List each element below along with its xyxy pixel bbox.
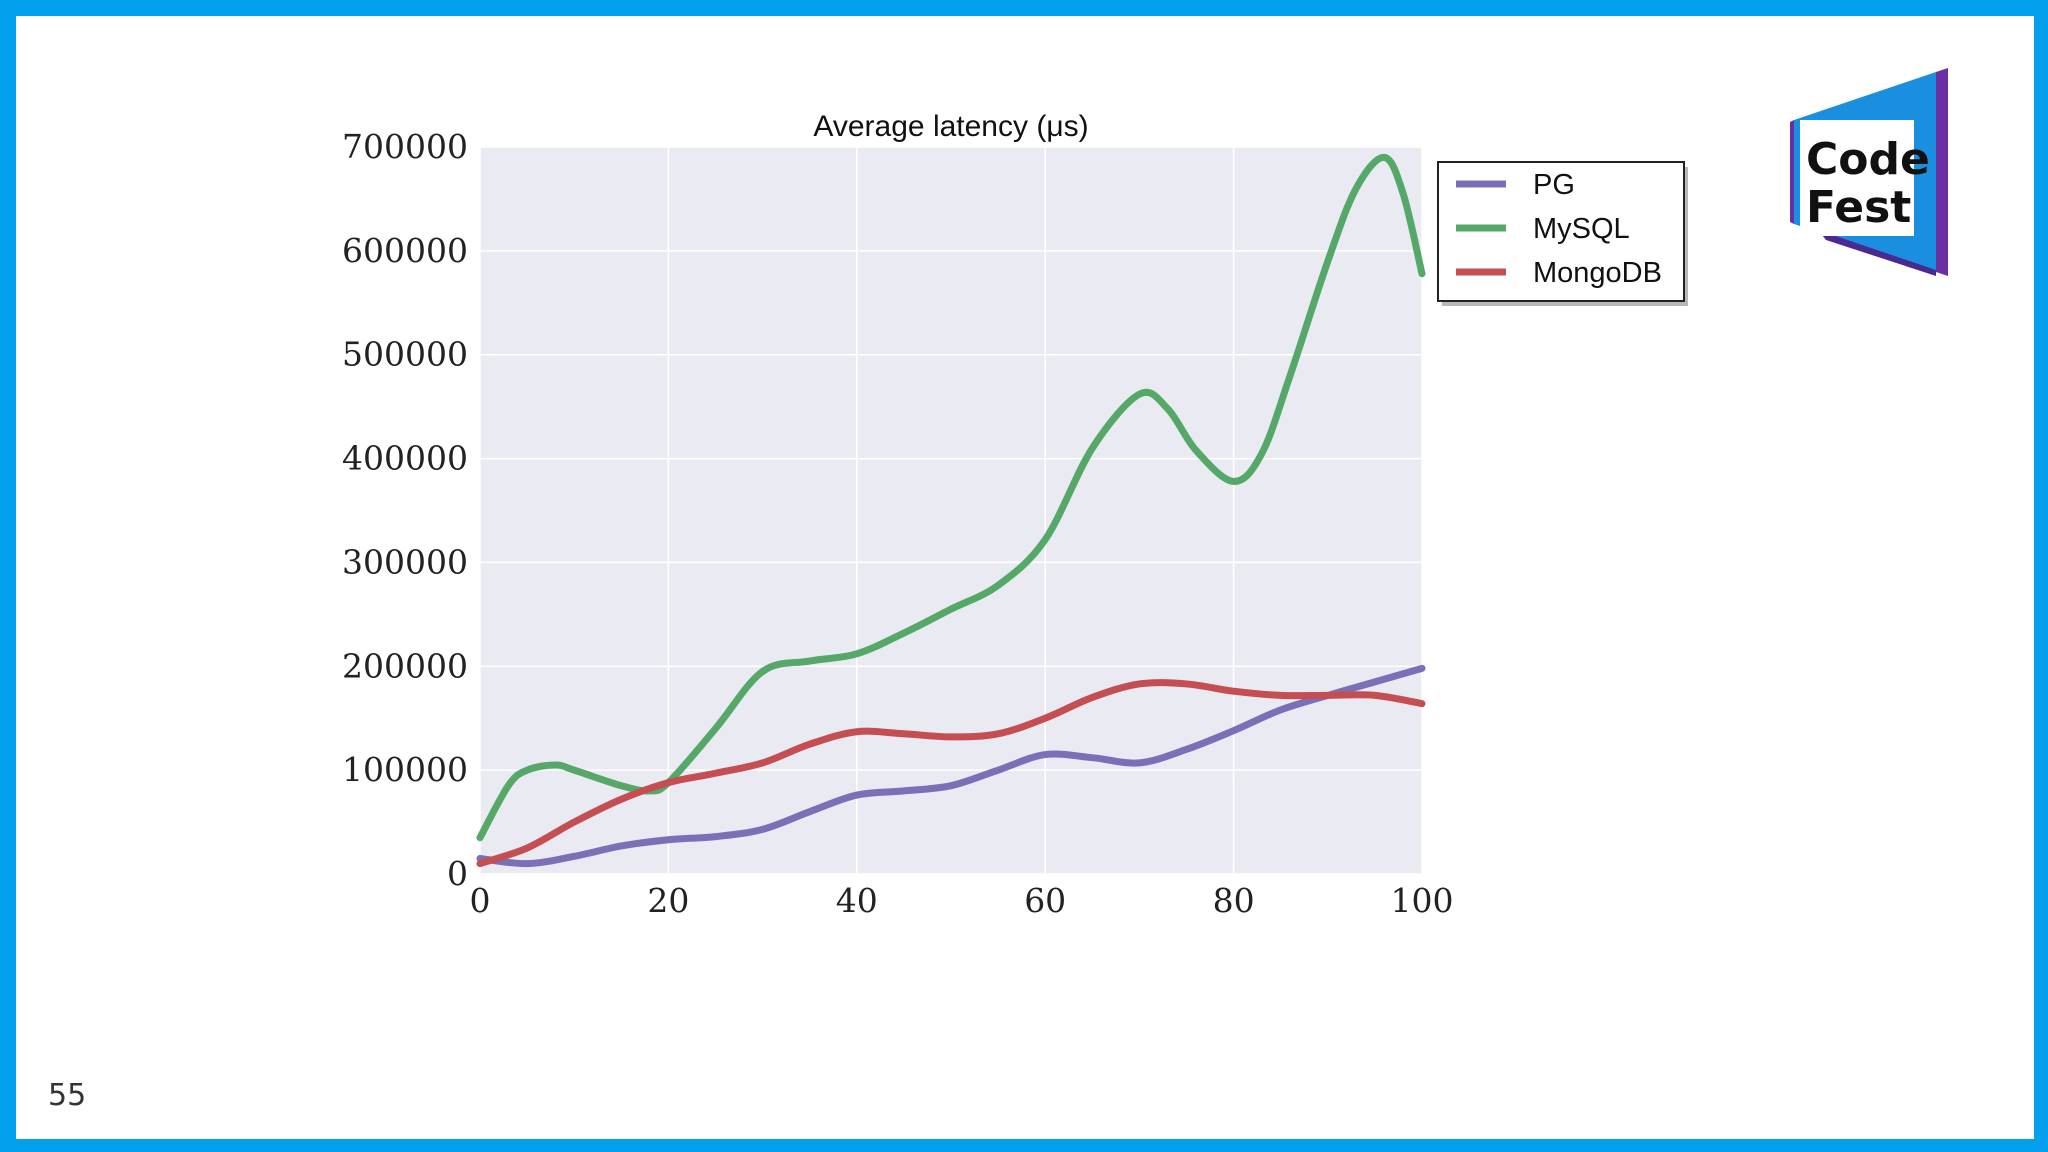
legend-label-pg: PG: [1533, 169, 1575, 201]
legend-label-mongodb: MongoDB: [1533, 257, 1662, 289]
y-tick-label: 400000: [342, 439, 468, 478]
codefest-logo-icon: Code Fest: [1790, 68, 1948, 276]
y-tick-label: 600000: [342, 231, 468, 270]
legend: PG MySQL MongoDB: [1437, 161, 1688, 306]
legend-label-mysql: MySQL: [1533, 213, 1630, 245]
y-tick-label: 100000: [342, 750, 468, 789]
plot-area: [480, 147, 1422, 874]
x-tick-label: 100: [1391, 881, 1454, 920]
chart-title: Average latency (μs): [813, 110, 1088, 143]
y-tick-label: 0: [447, 854, 468, 893]
x-tick-label: 20: [647, 881, 689, 920]
x-tick-label: 0: [470, 881, 491, 920]
x-tick-label: 80: [1213, 881, 1255, 920]
y-tick-label: 700000: [342, 127, 468, 166]
y-tick-label: 300000: [342, 542, 468, 581]
series-line-mysql: [476, 153, 1426, 842]
series-line-mongodb: [476, 679, 1426, 868]
x-tick-label: 40: [836, 881, 878, 920]
series-line-pg: [476, 664, 1426, 868]
logo-text-line2: Fest: [1806, 182, 1911, 233]
x-axis-ticks: 0 20 40 60 80 100: [470, 881, 1454, 920]
y-tick-label: 200000: [342, 646, 468, 685]
y-axis-ticks: 0 100000 200000 300000 400000 500000 600000 700…: [342, 127, 468, 893]
page-number: 55: [48, 1078, 87, 1113]
series-lines: [476, 153, 1426, 868]
y-tick-label: 500000: [342, 335, 468, 374]
logo-text-line1: Code: [1806, 134, 1930, 185]
x-tick-label: 60: [1024, 881, 1066, 920]
